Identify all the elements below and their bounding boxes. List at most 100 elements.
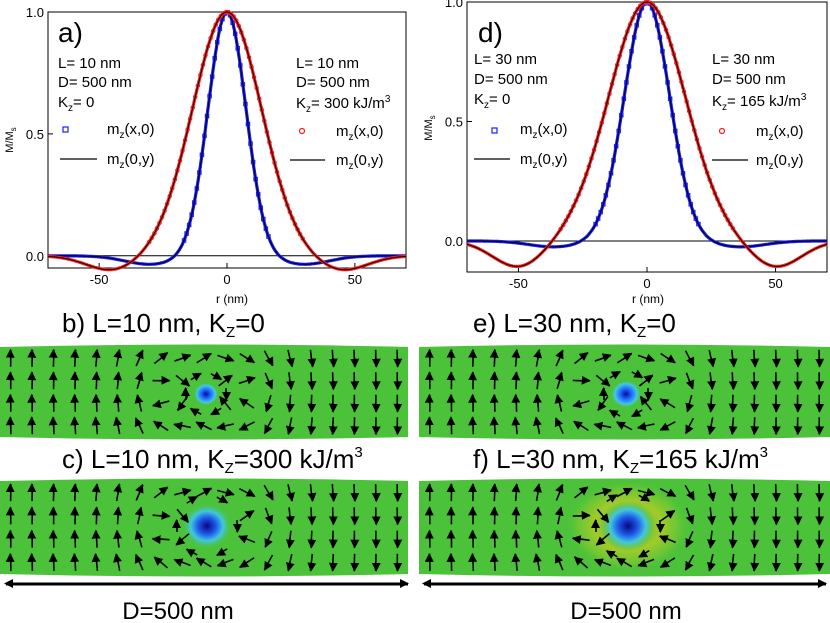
data-point [581, 179, 586, 184]
magnetization-arrow [153, 351, 169, 365]
data-point [159, 214, 165, 220]
param-right-K: Kz= 300 kJ/m3 [296, 94, 391, 115]
magnetization-arrow [489, 348, 499, 367]
magnetization-arrow [554, 530, 564, 548]
magnetization-arrow [511, 393, 521, 412]
magnetization-arrow [511, 348, 521, 367]
data-point [164, 201, 170, 206]
magnetization-arrow [511, 371, 521, 390]
data-point [598, 209, 603, 215]
magnetization-arrow [659, 421, 676, 431]
magnetization-arrow [750, 484, 760, 503]
param-left-K: Kz= 0 [474, 91, 510, 111]
map-label-e: e) L=30 nm, KZ=0 [473, 308, 676, 341]
magnetization-arrow [489, 552, 499, 571]
magnetization-arrow [263, 417, 274, 435]
magnetization-arrow [113, 348, 123, 367]
param-right-L: L= 30 nm [712, 51, 775, 68]
magnetization-arrow [153, 486, 169, 499]
magnetization-arrow [175, 374, 191, 387]
magnetization-arrow [307, 484, 317, 503]
data-point [712, 191, 718, 196]
legend-marker-circle [718, 127, 726, 135]
param-right-D: D= 500 nm [296, 74, 370, 91]
vortex-arrow [638, 492, 651, 502]
data-point [300, 236, 305, 241]
magnetization-arrow [659, 398, 676, 409]
magnetization-arrow [489, 416, 499, 435]
data-point [707, 177, 712, 183]
magnetization-arrow [572, 420, 589, 432]
data-point [635, 6, 640, 12]
magnetization-arrow [574, 352, 589, 365]
magnetization-arrow [659, 488, 677, 498]
magnetization-arrow [571, 535, 590, 545]
param-left-D: D= 500 nm [58, 74, 132, 91]
data-point [728, 221, 733, 227]
magnetization-arrow [532, 553, 542, 571]
param-right-K: Kz= 165 kJ/m3 [712, 92, 807, 113]
data-point [640, 1, 646, 6]
magnetization-arrow [706, 530, 716, 549]
magnetization-arrow [48, 552, 58, 571]
magnetization-arrow [771, 484, 781, 503]
data-point [282, 195, 288, 200]
magnetization-arrow [113, 371, 123, 390]
y-tick-label: 0.5 [26, 127, 44, 142]
magnetization-arrow [91, 552, 101, 571]
magnetization-arrow [91, 529, 101, 548]
magnetization-arrow [113, 416, 122, 435]
magnetization-arrow [239, 510, 255, 522]
map-e [419, 344, 830, 440]
magnetization-arrow [533, 348, 542, 367]
magnetization-arrow [134, 553, 144, 571]
data-point [730, 226, 736, 231]
magnetization-arrow [616, 557, 633, 568]
magnetization-arrow [134, 371, 144, 390]
magnetization-arrow [597, 395, 609, 412]
data-point [702, 162, 707, 168]
x-axis-label-d: r (nm) [632, 292, 664, 306]
magnetization-arrow [638, 374, 654, 387]
data-point [244, 45, 249, 51]
x-tick-label: 50 [768, 276, 782, 291]
magnetization-arrow [684, 484, 695, 501]
data-point [568, 209, 574, 214]
magnetization-arrow [134, 506, 144, 525]
vortex-arrow [216, 494, 229, 504]
magnetization-arrow [554, 553, 564, 571]
magnetization-arrow [91, 506, 101, 525]
legend-left-m2: mz(0,y) [107, 151, 155, 171]
data-point [715, 197, 720, 202]
data-point [725, 217, 730, 223]
magnetization-arrow [533, 371, 543, 390]
magnetization-arrow [595, 374, 611, 387]
magnetization-arrow [91, 348, 101, 367]
magnetization-arrow [307, 394, 317, 413]
magnetization-arrow [285, 530, 295, 549]
data-point [208, 35, 213, 41]
magnetization-arrow [511, 552, 521, 571]
series-line [47, 11, 407, 271]
magnetization-arrow [328, 417, 338, 436]
magnetization-arrow [350, 349, 360, 368]
magnetization-arrow [637, 353, 656, 363]
map-label-c: c) L=10 nm, KZ=300 kJ/m3 [62, 444, 363, 477]
dimension-label-left: D=500 nm [122, 598, 233, 623]
magnetization-arrow [685, 372, 695, 390]
data-point [236, 23, 242, 29]
data-point [601, 202, 606, 207]
magnetization-arrow [685, 507, 695, 525]
vortex-arrow [190, 372, 202, 382]
map-c [0, 478, 408, 577]
y-axis-label-a: M/Ms [4, 127, 18, 152]
data-point [149, 235, 155, 241]
magnetization-arrow [286, 484, 295, 502]
magnetization-arrow [135, 483, 144, 501]
data-point [653, 5, 658, 11]
magnetization-arrow [173, 558, 191, 567]
data-point [586, 164, 592, 169]
magnetization-arrow [468, 552, 478, 571]
data-point [170, 185, 175, 191]
data-point [279, 187, 285, 193]
